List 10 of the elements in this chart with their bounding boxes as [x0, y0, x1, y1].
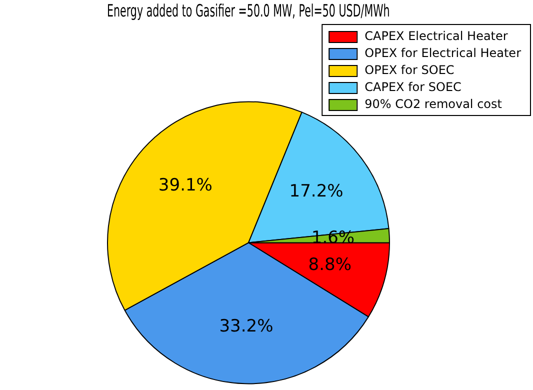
legend-label: CAPEX for SOEC: [364, 80, 462, 94]
chart-title: Energy added to Gasifier =50.0 MW, Pel=50 USD/MWh: [107, 2, 390, 22]
data-label: 8.8%: [308, 255, 352, 276]
data-label: 17.2%: [289, 181, 344, 202]
legend-label: OPEX for Electrical Heater: [364, 46, 522, 60]
data-label: 33.2%: [219, 316, 274, 337]
data-label: 39.1%: [158, 176, 212, 196]
legend-label: CAPEX Electrical Heater: [364, 29, 508, 44]
legend-label: OPEX for SOEC: [364, 63, 454, 78]
legend-label: 90% CO2 removal cost: [364, 97, 502, 112]
